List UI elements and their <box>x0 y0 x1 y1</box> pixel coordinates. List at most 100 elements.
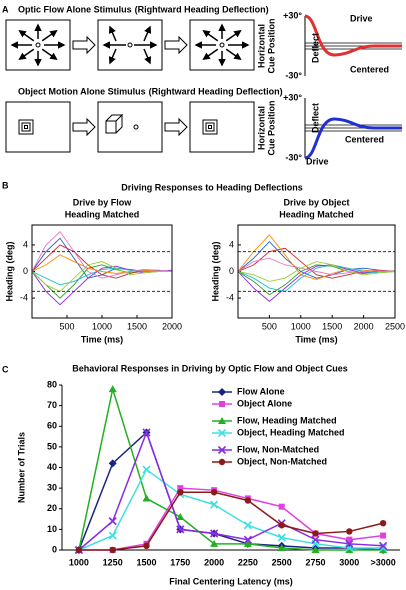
data-point <box>311 535 320 544</box>
x-tick-label: 1000 <box>92 321 112 331</box>
x-tick-label: 500 <box>262 321 277 331</box>
trace <box>237 240 396 279</box>
data-point <box>379 519 387 527</box>
data-point <box>142 428 151 437</box>
x-tick-label: 2000 <box>162 321 182 331</box>
y-tick-label: 0 <box>23 266 28 276</box>
trace-label: Drive <box>350 13 373 23</box>
data-point <box>176 525 185 534</box>
data-point <box>108 459 117 468</box>
trace-label: Drive <box>306 156 329 166</box>
data-point <box>244 497 252 504</box>
legend-label: Flow, Heading Matched <box>237 415 337 425</box>
data-point <box>243 539 252 547</box>
panel-label: B <box>2 180 9 190</box>
x-tick-label: 2000 <box>204 557 224 567</box>
chart-subtitle: Heading Matched <box>279 209 354 219</box>
x-tick-label: 1250 <box>103 557 123 567</box>
object <box>205 122 215 132</box>
legend-label: Object, Non-Matched <box>237 456 327 466</box>
data-point <box>210 489 218 496</box>
y-tick-label: -4 <box>20 292 28 302</box>
cue-trace <box>304 117 402 160</box>
chart-title: Drive by Object <box>283 197 349 207</box>
trace-label: Centered <box>350 64 389 74</box>
flow-arrow <box>164 117 188 137</box>
chart-title: Behavioral Responses in Driving by Optic… <box>72 363 348 373</box>
flow-vector <box>225 29 242 42</box>
trace <box>237 261 396 282</box>
series-line <box>78 386 384 551</box>
data-point <box>243 535 252 544</box>
data-point <box>176 513 185 520</box>
data-point <box>142 465 151 474</box>
data-point <box>346 528 353 535</box>
trace <box>237 234 395 280</box>
x-tick-label: 2500 <box>272 557 292 567</box>
y-tick-label: 30 <box>47 483 57 493</box>
data-point <box>380 532 387 539</box>
series-line <box>78 468 384 551</box>
x-tick-label: 2250 <box>238 557 258 567</box>
flow-vector <box>18 29 35 42</box>
object <box>24 125 28 129</box>
flow-vector <box>202 48 219 61</box>
series-line <box>78 431 384 551</box>
stimulus-box <box>97 101 163 153</box>
axis-label: Cue Position <box>266 100 276 155</box>
axis-label: Cue Position <box>266 18 276 73</box>
axis-label: Horizontal <box>256 106 266 150</box>
panel-title: Driving Responses to Heading Deflections <box>121 182 303 192</box>
axis-end-label: -30° <box>285 70 302 80</box>
legend-label: Object Alone <box>237 398 292 408</box>
focus <box>219 42 225 48</box>
data-point <box>277 543 286 551</box>
plot-frame <box>31 224 173 319</box>
data-point <box>210 500 219 509</box>
data-point <box>142 494 151 502</box>
legend-marker <box>218 388 226 396</box>
flow-vector <box>108 25 117 42</box>
trace <box>237 257 396 276</box>
y-tick-label: 10 <box>47 524 57 534</box>
x-tick-label: 1500 <box>127 321 147 331</box>
flow-vector <box>18 48 35 61</box>
series-line <box>78 491 384 551</box>
data-point <box>277 533 286 542</box>
y-tick-label: 4 <box>229 239 234 249</box>
flow-arrow <box>72 117 96 137</box>
x-axis-title: Time (ms) <box>81 334 123 344</box>
row-subtitle: (Rightward Heading Deflection) <box>149 86 283 96</box>
object <box>21 122 31 132</box>
trace <box>237 264 396 292</box>
data-point <box>75 546 83 554</box>
chart-subtitle: Heading Matched <box>65 209 140 219</box>
y-tick-label: 70 <box>47 400 57 410</box>
y-tick-label: 4 <box>23 239 28 249</box>
flow-vector <box>108 48 117 65</box>
row-subtitle: (Rightward Heading Deflection) <box>135 4 269 14</box>
legend-label: Flow, Non-Matched <box>237 444 319 454</box>
data-point <box>345 546 354 553</box>
y-axis-title: Number of Trials <box>16 432 26 503</box>
x-tick-label: 2000 <box>354 321 374 331</box>
data-point <box>210 529 219 538</box>
legend-marker <box>218 417 226 424</box>
object <box>202 119 218 135</box>
data-point <box>278 522 285 529</box>
y-tick-label: 60 <box>47 421 57 431</box>
x-axis-title: Time (ms) <box>295 334 337 344</box>
x-tick-label: 1500 <box>136 557 156 567</box>
axis-label: Horizontal <box>256 24 266 68</box>
data-point <box>177 489 184 496</box>
trace-label: Deflect <box>310 103 320 133</box>
data-point <box>345 539 354 548</box>
row-title: Object Motion Alone Stimulus <box>18 86 146 96</box>
data-point <box>108 517 117 526</box>
axis-end-label: +30° <box>283 10 302 20</box>
legend-label: Object, Heading Matched <box>237 427 345 437</box>
y-tick-label: 0 <box>52 544 57 554</box>
flow-vector <box>143 48 152 65</box>
trace <box>31 230 173 279</box>
